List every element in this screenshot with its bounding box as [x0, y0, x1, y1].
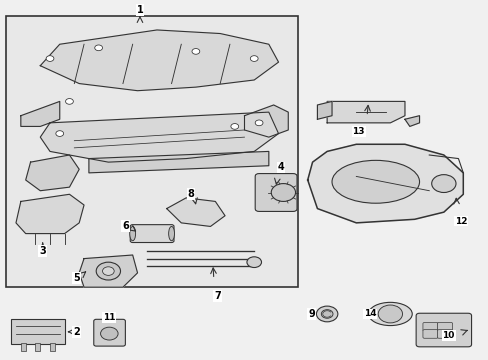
Polygon shape: [40, 30, 278, 91]
Text: 7: 7: [214, 291, 221, 301]
Circle shape: [95, 45, 102, 51]
Polygon shape: [326, 102, 404, 123]
Text: 3: 3: [39, 247, 46, 256]
Ellipse shape: [129, 226, 135, 241]
Ellipse shape: [168, 226, 174, 241]
Circle shape: [321, 310, 332, 318]
Circle shape: [102, 267, 114, 275]
Circle shape: [46, 56, 54, 62]
Polygon shape: [244, 105, 287, 137]
FancyBboxPatch shape: [437, 330, 452, 338]
Text: 1: 1: [136, 5, 143, 15]
Polygon shape: [307, 144, 462, 223]
Polygon shape: [166, 198, 224, 226]
Circle shape: [246, 257, 261, 267]
Text: 4: 4: [277, 162, 284, 172]
Text: 8: 8: [187, 189, 194, 199]
Circle shape: [101, 327, 118, 340]
FancyBboxPatch shape: [422, 330, 437, 338]
FancyBboxPatch shape: [130, 225, 174, 243]
Polygon shape: [404, 116, 419, 126]
Circle shape: [377, 305, 402, 323]
Circle shape: [431, 175, 455, 193]
Polygon shape: [26, 155, 79, 191]
Ellipse shape: [368, 302, 411, 325]
Bar: [6, 16, 297, 287]
Bar: [35, 342, 40, 351]
Polygon shape: [40, 112, 278, 162]
Text: 5: 5: [73, 273, 80, 283]
Text: 9: 9: [307, 309, 314, 319]
Circle shape: [230, 123, 238, 129]
Bar: [21, 342, 26, 351]
Polygon shape: [89, 152, 268, 173]
FancyBboxPatch shape: [255, 174, 296, 211]
Circle shape: [250, 56, 258, 62]
Text: 13: 13: [352, 127, 364, 136]
Circle shape: [56, 131, 63, 136]
Polygon shape: [79, 255, 137, 287]
Bar: [50, 342, 55, 351]
Ellipse shape: [331, 160, 419, 203]
Text: 2: 2: [73, 327, 80, 337]
FancyBboxPatch shape: [415, 313, 470, 347]
Polygon shape: [317, 102, 331, 119]
Circle shape: [271, 184, 295, 202]
Circle shape: [316, 306, 337, 322]
Text: 10: 10: [442, 331, 454, 340]
FancyBboxPatch shape: [422, 323, 437, 331]
Circle shape: [255, 120, 263, 126]
Bar: [11, 319, 64, 344]
Text: 11: 11: [103, 313, 115, 322]
FancyBboxPatch shape: [94, 319, 125, 346]
FancyBboxPatch shape: [437, 323, 452, 331]
Polygon shape: [16, 194, 84, 234]
Circle shape: [96, 262, 120, 280]
Text: 14: 14: [363, 310, 375, 319]
Polygon shape: [21, 102, 60, 126]
Text: 12: 12: [454, 217, 466, 226]
Circle shape: [65, 99, 73, 104]
Circle shape: [192, 49, 200, 54]
Text: 6: 6: [122, 221, 128, 231]
